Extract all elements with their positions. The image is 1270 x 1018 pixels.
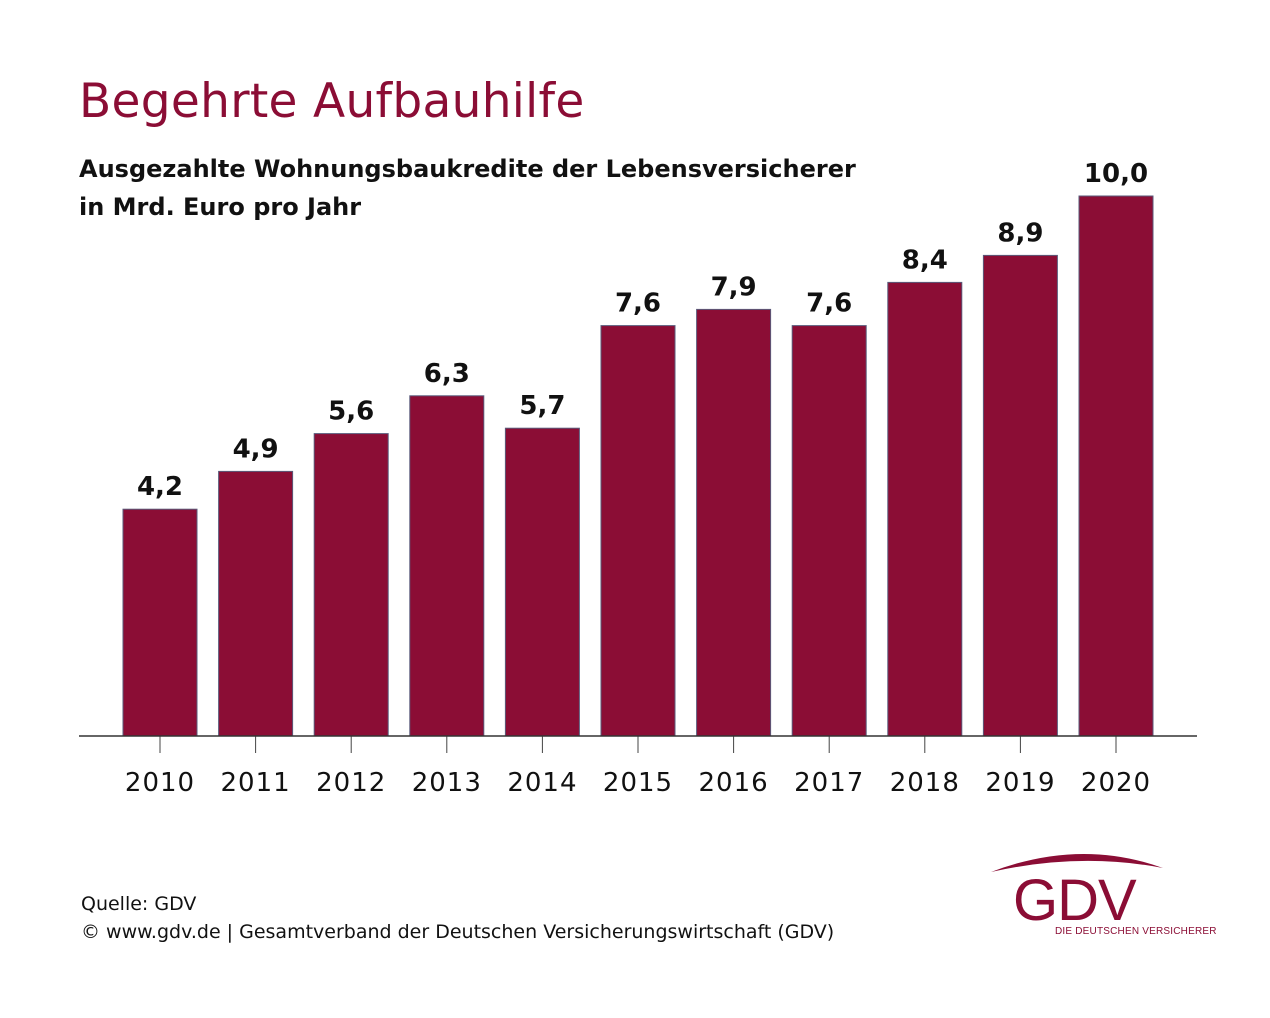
subtitle-line-1: Ausgezahlte Wohnungsbaukredite der Leben… (79, 155, 856, 183)
x-tick-label-2011: 2011 (221, 768, 291, 798)
value-label-2011: 4,9 (233, 434, 279, 464)
x-tick-label-2012: 2012 (316, 768, 386, 798)
bar-2020 (1078, 195, 1154, 737)
x-tick-label-2016: 2016 (699, 768, 769, 798)
x-tick-label-2017: 2017 (794, 768, 864, 798)
value-label-2017: 7,6 (806, 289, 852, 319)
value-label-2018: 8,4 (902, 245, 948, 275)
bar-2019 (982, 254, 1058, 737)
value-label-2012: 5,6 (328, 397, 374, 427)
x-tick-label-2010: 2010 (125, 768, 195, 798)
x-tick-label-2019: 2019 (985, 768, 1055, 798)
footer: Quelle: GDV © www.gdv.de | Gesamtverband… (81, 890, 834, 946)
x-tick-label-2014: 2014 (507, 768, 577, 798)
chart-subtitle: Ausgezahlte Wohnungsbaukredite der Leben… (79, 150, 856, 226)
bar-2014 (504, 427, 580, 737)
x-tick-label-2015: 2015 (603, 768, 673, 798)
value-label-2019: 8,9 (997, 218, 1043, 248)
chart-title: Begehrte Aufbauhilfe (79, 74, 585, 129)
bar-2018 (887, 281, 963, 737)
bar-2010 (122, 508, 198, 737)
value-label-2010: 4,2 (137, 472, 183, 502)
bar-2017 (791, 325, 867, 737)
logo-tagline: DIE DEUTSCHEN VERSICHERER (1055, 926, 1217, 937)
value-label-2016: 7,9 (711, 272, 757, 302)
value-label-2014: 5,7 (519, 391, 565, 421)
x-tick-label-2020: 2020 (1081, 768, 1151, 798)
x-tick-label-2018: 2018 (890, 768, 960, 798)
logo-mark: GDV (1013, 868, 1137, 933)
bar-2015 (600, 325, 676, 737)
value-label-2015: 7,6 (615, 289, 661, 319)
value-label-2013: 6,3 (424, 359, 470, 389)
value-label-2020: 10,0 (1084, 159, 1148, 189)
bar-2016 (696, 308, 772, 737)
source-note: Quelle: GDV (81, 893, 197, 915)
x-tick-label-2013: 2013 (412, 768, 482, 798)
bar-2011 (218, 470, 294, 737)
copyright-note: © www.gdv.de | Gesamtverband der Deutsch… (81, 921, 835, 943)
bar-2013 (409, 395, 485, 737)
logo-swoosh-icon (991, 853, 1163, 872)
subtitle-line-2: in Mrd. Euro pro Jahr (79, 193, 362, 221)
gdv-logo: GDV DIE DEUTSCHEN VERSICHERER (985, 850, 1217, 945)
bar-2012 (313, 433, 389, 737)
